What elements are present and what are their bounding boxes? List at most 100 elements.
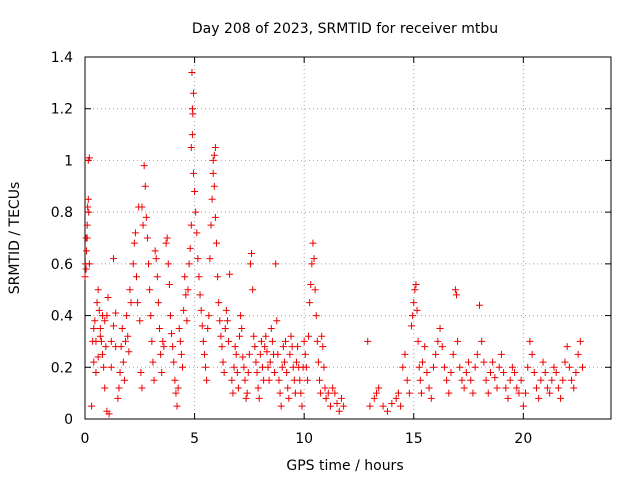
data-point: [114, 394, 122, 402]
data-point: [537, 376, 545, 384]
data-point: [187, 144, 195, 151]
data-point: [416, 376, 424, 384]
data-point: [250, 332, 258, 340]
data-point: [294, 343, 302, 351]
data-point: [429, 363, 437, 371]
data-point: [519, 402, 527, 410]
data-point: [427, 394, 435, 402]
data-point: [508, 363, 516, 371]
data-point: [150, 376, 158, 384]
data-point: [129, 260, 137, 268]
data-point: [142, 213, 150, 221]
data-point: [200, 350, 208, 358]
data-point: [180, 306, 188, 314]
data-point: [145, 260, 153, 268]
data-point: [568, 376, 576, 384]
data-point: [159, 337, 167, 345]
data-point: [576, 337, 584, 345]
data-point: [471, 363, 479, 371]
data-point: [366, 402, 374, 410]
data-point: [100, 363, 108, 371]
data-point: [245, 350, 253, 358]
data-point: [548, 376, 556, 384]
data-point: [210, 182, 218, 190]
data-point: [286, 350, 294, 358]
data-point: [417, 389, 425, 397]
data-point: [257, 337, 265, 345]
data-point: [271, 368, 279, 376]
data-point: [447, 368, 455, 376]
data-point: [273, 317, 281, 325]
data-point: [513, 384, 521, 392]
data-point: [214, 273, 222, 281]
data-point: [528, 350, 536, 358]
data-point: [411, 286, 419, 294]
data-point: [423, 368, 431, 376]
data-point: [146, 286, 154, 294]
data-point: [504, 394, 512, 402]
data-point: [277, 402, 285, 410]
data-point: [278, 363, 286, 371]
data-point: [169, 343, 177, 351]
data-point: [546, 389, 554, 397]
data-point: [147, 312, 155, 320]
data-point: [254, 384, 262, 392]
data-point: [109, 255, 117, 263]
data-point: [552, 368, 560, 376]
data-point: [175, 325, 183, 332]
data-point: [399, 363, 407, 371]
data-point: [141, 182, 149, 190]
data-point: [85, 154, 93, 162]
data-point: [436, 325, 444, 332]
data-point: [574, 350, 582, 358]
data-point: [467, 376, 475, 384]
data-point: [379, 402, 387, 410]
data-point: [539, 358, 547, 366]
y-tick-label: 0.2: [51, 360, 73, 376]
data-point: [94, 286, 102, 294]
data-point: [211, 144, 219, 151]
y-tick-label: 0.6: [51, 257, 73, 273]
data-point: [559, 376, 567, 384]
data-point: [403, 376, 411, 384]
data-point: [93, 299, 101, 307]
data-point: [230, 363, 238, 371]
data-point: [127, 299, 135, 307]
data-point: [107, 363, 115, 371]
x-tick-label: 15: [405, 431, 423, 447]
data-point: [154, 299, 162, 307]
data-point: [454, 337, 462, 345]
data-point: [171, 376, 179, 384]
data-point: [421, 343, 429, 351]
data-point: [243, 389, 251, 397]
data-point: [331, 389, 339, 397]
data-point: [193, 229, 201, 237]
data-point: [364, 337, 372, 345]
data-point: [103, 407, 111, 415]
data-point: [251, 343, 259, 351]
data-point: [238, 325, 246, 332]
data-point: [210, 151, 218, 159]
data-point: [115, 384, 123, 392]
data-point: [109, 322, 117, 330]
data-point: [164, 260, 172, 268]
data-point: [486, 368, 494, 376]
data-points: [81, 69, 587, 418]
data-point: [579, 363, 587, 371]
data-point: [279, 343, 287, 351]
data-point: [96, 325, 104, 332]
data-point: [166, 312, 174, 320]
y-tick-label: 1.4: [51, 50, 73, 66]
data-point: [234, 384, 242, 392]
data-point: [81, 273, 89, 281]
y-tick-label: 1: [64, 153, 73, 169]
data-point: [340, 402, 348, 410]
data-point: [189, 89, 197, 97]
data-point: [313, 337, 321, 345]
data-point: [192, 208, 200, 216]
data-point: [465, 358, 473, 366]
data-point: [126, 286, 134, 294]
data-point: [275, 376, 283, 384]
y-tick-label: 0.8: [51, 205, 73, 221]
